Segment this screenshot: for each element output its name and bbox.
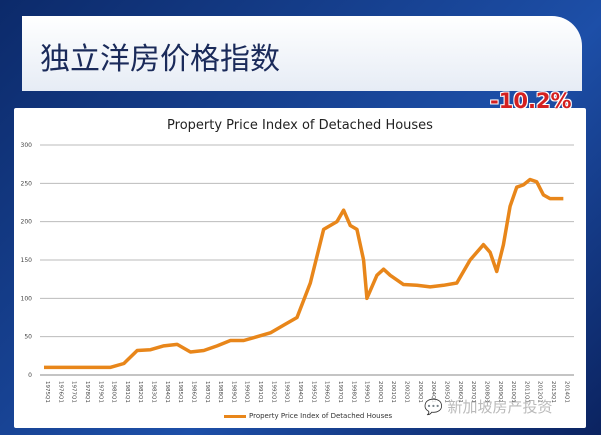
chart: 0 50 100 150 200 250 300 1975Q1 1976Q1 1977Q1 1978… xyxy=(21,142,574,403)
x-tick-label: 2005Q1 xyxy=(443,381,449,403)
x-tick-label: 2001Q1 xyxy=(390,381,396,403)
x-tick-label: 1979Q1 xyxy=(97,381,103,403)
x-tick-label: 1995Q1 xyxy=(310,381,316,403)
x-tick-label: 2007Q1 xyxy=(470,381,476,403)
x-tick-label: 2003Q1 xyxy=(417,381,423,403)
slide-title: 独立洋房价格指数 xyxy=(40,42,280,77)
x-tick-label: 2004Q1 xyxy=(430,381,436,403)
y-tick-label: 50 xyxy=(24,334,32,341)
legend: Property Price Index of Detached Houses xyxy=(224,412,392,420)
x-tick-label: 1989Q1 xyxy=(230,381,236,403)
y-tick-label: 250 xyxy=(21,180,33,187)
wechat-icon: 💬 xyxy=(424,398,443,416)
x-tick-label: 2000Q1 xyxy=(377,381,383,403)
y-tick-label: 100 xyxy=(21,295,33,302)
x-tick-label: 1977Q1 xyxy=(71,381,77,403)
chart-card: Property Price Index of Detached Houses … xyxy=(14,108,586,428)
x-tick-label: 1996Q1 xyxy=(324,381,330,403)
x-tick-label: 1999Q1 xyxy=(364,381,370,403)
x-tick-label: 1981Q1 xyxy=(124,381,130,403)
title-bar: 独立洋房价格指数 xyxy=(22,16,582,91)
x-tick-label: 1978Q1 xyxy=(84,381,90,403)
y-tick-label: 0 xyxy=(28,372,32,379)
watermark-text: 新加坡房产投资 xyxy=(447,398,553,416)
watermark: 💬 新加坡房产投资 xyxy=(424,396,552,417)
change-annotation: -10.2% xyxy=(490,89,572,113)
x-tick-label: 1998Q1 xyxy=(350,381,356,403)
y-tick-label: 200 xyxy=(21,219,33,226)
x-tick-label: 1990Q1 xyxy=(244,381,250,403)
x-tick-label: 1992Q1 xyxy=(270,381,276,403)
x-tick-label: 2010Q1 xyxy=(510,381,516,403)
legend-swatch xyxy=(224,414,246,418)
x-tick-label: 2014Q1 xyxy=(563,381,569,403)
x-tick-label: 2012Q1 xyxy=(537,381,543,403)
x-tick-label: 2002Q1 xyxy=(404,381,410,403)
x-tick-label: 1994Q1 xyxy=(297,381,303,403)
x-tick-label: 1997Q1 xyxy=(337,381,343,403)
x-tick-label: 2006Q1 xyxy=(457,381,463,403)
x-tick-label: 1987Q1 xyxy=(204,381,210,403)
x-tick-label: 2013Q1 xyxy=(550,381,556,403)
x-tick-label: 1975Q1 xyxy=(44,381,50,403)
x-tick-label: 1986Q1 xyxy=(190,381,196,403)
x-tick-label: 1991Q1 xyxy=(257,381,263,403)
y-tick-label: 300 xyxy=(21,142,33,149)
x-tick-label: 1985Q1 xyxy=(177,381,183,403)
y-tick-label: 150 xyxy=(21,257,33,264)
x-tick-label: 1993Q1 xyxy=(284,381,290,403)
legend-label: Property Price Index of Detached Houses xyxy=(249,412,393,420)
x-tick-label: 2009Q1 xyxy=(497,381,503,403)
x-tick-label: 1984Q1 xyxy=(164,381,170,403)
x-tick-label: 1982Q1 xyxy=(137,381,143,403)
chart-title: Property Price Index of Detached Houses xyxy=(167,118,433,133)
x-tick-label: 1983Q1 xyxy=(151,381,157,403)
x-tick-label: 1988Q1 xyxy=(217,381,223,403)
x-tick-label: 2008Q1 xyxy=(483,381,489,403)
series-line xyxy=(44,177,564,370)
x-tick-label: 2011Q1 xyxy=(523,381,529,403)
x-tick-label: 1980Q1 xyxy=(111,381,117,403)
x-tick-label: 1976Q1 xyxy=(57,381,63,403)
